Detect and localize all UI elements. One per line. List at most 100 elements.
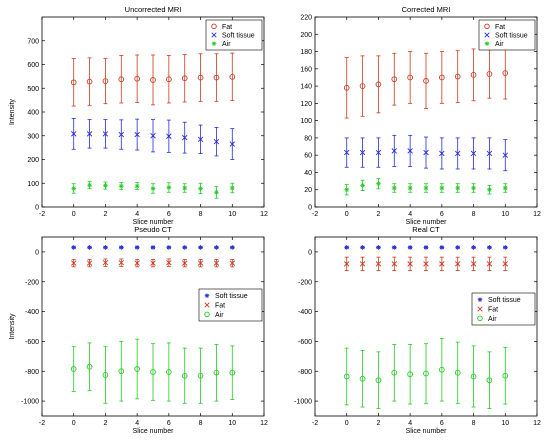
pseudo-ct-legend-label: Air xyxy=(215,312,224,319)
real-ct-error-bar xyxy=(360,349,365,408)
uncorrected-mri-data-point xyxy=(134,131,140,138)
uncorrected-mri-data-point xyxy=(182,185,188,191)
corrected-mri-y-tick-label: 140 xyxy=(300,84,312,91)
real-ct-data-point xyxy=(375,261,382,267)
corrected-mri-data-point xyxy=(502,152,509,158)
uncorrected-mri-legend-marker xyxy=(211,23,217,30)
corrected-mri-error-bar xyxy=(344,57,349,119)
uncorrected-mri-data-point xyxy=(181,134,188,141)
pseudo-ct-y-tick-label: -400 xyxy=(25,309,39,316)
corrected-mri-data-point xyxy=(359,149,366,156)
pseudo-ct-data-point xyxy=(166,369,172,375)
pseudo-ct-legend-label: Fat xyxy=(215,303,225,310)
corrected-mri-legend-entry: Fat xyxy=(484,23,505,31)
pseudo-ct-legend-marker xyxy=(204,293,210,298)
real-ct-data-point xyxy=(359,261,366,267)
real-ct-error-bar xyxy=(376,351,381,409)
pseudo-ct-error-bar xyxy=(71,346,76,392)
real-ct-error-bar xyxy=(455,341,460,404)
corrected-mri-x-tick-label: 10 xyxy=(501,211,509,218)
corrected-mri-legend-marker-stroke xyxy=(484,32,490,38)
pseudo-ct-data-point-stroke xyxy=(213,260,220,266)
real-ct-legend-label: Soft tissue xyxy=(488,297,521,304)
corrected-mri-series-fat xyxy=(343,46,509,119)
corrected-mri-data-point xyxy=(344,187,350,193)
uncorrected-mri-legend-label: Soft tissue xyxy=(222,33,255,40)
pseudo-ct-data-point-stroke xyxy=(229,260,236,266)
pseudo-ct-data-point-stroke xyxy=(181,260,188,266)
real-ct-error-bar xyxy=(408,343,413,405)
uncorrected-mri-x-tick-label: -2 xyxy=(39,211,45,218)
corrected-mri-chart: Corrected MRI-2 0 2 4 6 8 10 120204060801001201… xyxy=(300,5,541,226)
corrected-mri-data-point-stroke xyxy=(407,148,413,154)
pseudo-ct-data-point-stroke xyxy=(70,260,77,266)
corrected-mri-legend-label: Air xyxy=(495,41,504,48)
pseudo-ct-data-point xyxy=(182,245,188,250)
corrected-mri-legend-marker-stroke xyxy=(485,41,489,46)
real-ct-data-point xyxy=(502,261,509,267)
uncorrected-mri-data-point xyxy=(214,189,219,195)
real-ct-x-tick-label: 6 xyxy=(440,420,444,427)
uncorrected-mri-data-point xyxy=(166,76,172,83)
corrected-mri-data-point xyxy=(407,74,413,81)
pseudo-ct-data-point-stroke xyxy=(166,259,172,266)
real-ct-data-point xyxy=(344,245,350,250)
uncorrected-mri-data-point-stroke xyxy=(70,131,77,137)
uncorrected-mri-data-point xyxy=(229,141,236,147)
uncorrected-mri-data-point xyxy=(181,75,188,82)
corrected-mri-data-point-stroke xyxy=(424,186,428,190)
uncorrected-mri-legend-marker xyxy=(211,32,217,38)
uncorrected-mri-y-tick-label: 500 xyxy=(27,86,39,93)
corrected-mri-y-tick-label: 80 xyxy=(304,135,312,142)
real-ct-error-bar xyxy=(487,351,492,409)
uncorrected-mri-data-point xyxy=(118,183,124,189)
corrected-mri-legend-label: Soft tissue xyxy=(495,33,528,40)
real-ct-data-point-stroke xyxy=(407,261,413,267)
uncorrected-mri-data-point xyxy=(86,131,93,137)
uncorrected-mri-data-point xyxy=(87,182,92,188)
pseudo-ct-legend-label: Soft tissue xyxy=(215,293,248,300)
real-ct-error-bar xyxy=(471,345,476,408)
real-ct-title: Real CT xyxy=(412,225,440,234)
pseudo-ct-data-point-stroke xyxy=(102,259,109,266)
uncorrected-mri-legend-label: Fat xyxy=(222,24,232,31)
corrected-mri-data-point xyxy=(454,150,461,157)
pseudo-ct-y-label: Intensity xyxy=(9,313,16,340)
uncorrected-mri-error-bar xyxy=(230,52,235,101)
uncorrected-mri-data-point xyxy=(118,131,125,138)
pseudo-ct-error-bar xyxy=(87,342,92,392)
uncorrected-mri-data-point xyxy=(229,73,236,80)
uncorrected-mri-x-tick-label: 10 xyxy=(228,211,236,218)
real-ct-data-point xyxy=(359,375,366,382)
uncorrected-mri-x-label: Slice number xyxy=(133,219,175,226)
real-ct-data-point xyxy=(343,261,350,267)
uncorrected-mri-data-point xyxy=(213,74,220,81)
pseudo-ct-data-point xyxy=(229,245,235,250)
uncorrected-mri-x-tick-label: 6 xyxy=(167,211,171,218)
corrected-mri-data-point xyxy=(470,72,477,78)
real-ct-data-point xyxy=(471,245,476,250)
real-ct-data-point xyxy=(375,377,382,384)
pseudo-ct-error-bar xyxy=(182,347,187,404)
corrected-mri-legend-entry: Soft tissue xyxy=(484,32,528,40)
uncorrected-mri-data-point-stroke xyxy=(134,131,140,138)
real-ct-data-point xyxy=(454,369,461,376)
corrected-mri-data-point xyxy=(439,74,445,81)
real-ct-data-point xyxy=(423,261,429,267)
corrected-mri-data-point xyxy=(376,181,381,187)
uncorrected-mri-data-point-stroke xyxy=(135,184,140,189)
uncorrected-mri-data-point xyxy=(70,131,77,137)
corrected-mri-x-tick-label: 6 xyxy=(440,211,444,218)
pseudo-ct-data-point xyxy=(86,260,93,266)
real-ct-data-point-stroke xyxy=(439,245,444,250)
corrected-mri-y-tick-label: 200 xyxy=(300,32,312,39)
real-ct-data-point xyxy=(423,245,429,250)
pseudo-ct-data-point xyxy=(134,366,140,372)
pseudo-ct-data-point xyxy=(197,260,204,266)
pseudo-ct-data-point xyxy=(198,245,203,250)
pseudo-ct-data-point xyxy=(134,245,140,250)
real-ct-data-point-stroke xyxy=(391,261,398,267)
pseudo-ct-data-point-stroke xyxy=(214,245,219,250)
real-ct-legend-marker-stroke xyxy=(477,306,483,312)
